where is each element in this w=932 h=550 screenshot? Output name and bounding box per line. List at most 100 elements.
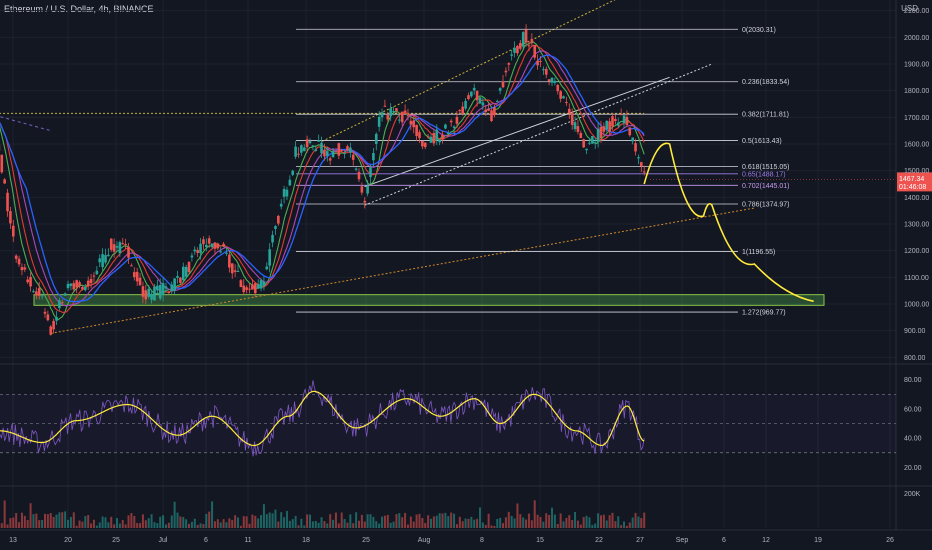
support-zone-box[interactable] xyxy=(33,294,825,306)
candle[interactable] xyxy=(542,69,545,71)
candle[interactable] xyxy=(98,258,102,263)
candle[interactable] xyxy=(233,270,237,272)
candle[interactable] xyxy=(138,277,142,286)
candle[interactable] xyxy=(150,293,153,300)
candle[interactable] xyxy=(398,119,401,121)
rising-support-line[interactable] xyxy=(50,207,755,334)
candle[interactable] xyxy=(52,320,55,330)
candle[interactable] xyxy=(202,239,205,245)
candle[interactable] xyxy=(170,284,174,292)
candle[interactable] xyxy=(507,63,511,65)
candle[interactable] xyxy=(519,42,522,49)
candle[interactable] xyxy=(513,47,516,53)
candle[interactable] xyxy=(268,249,271,266)
forecast-line[interactable] xyxy=(643,142,814,303)
candle[interactable] xyxy=(389,108,392,116)
candle[interactable] xyxy=(40,295,44,297)
candle[interactable] xyxy=(328,158,332,161)
candle[interactable] xyxy=(95,270,99,275)
candle[interactable] xyxy=(331,150,335,158)
candle[interactable] xyxy=(277,215,280,224)
candle[interactable] xyxy=(3,179,6,184)
candle[interactable] xyxy=(323,149,326,157)
candle[interactable] xyxy=(294,146,297,157)
candle[interactable] xyxy=(49,326,53,335)
candle[interactable] xyxy=(478,97,482,104)
candle[interactable] xyxy=(55,316,58,321)
candle[interactable] xyxy=(279,203,283,207)
candle[interactable] xyxy=(274,226,277,229)
candle[interactable] xyxy=(225,252,228,254)
candle[interactable] xyxy=(297,153,300,155)
candle[interactable] xyxy=(446,132,450,135)
candle[interactable] xyxy=(386,115,390,120)
candle[interactable] xyxy=(179,277,182,283)
candle[interactable] xyxy=(539,60,542,62)
candle[interactable] xyxy=(634,143,637,152)
candle[interactable] xyxy=(461,106,465,114)
candle[interactable] xyxy=(400,111,404,123)
candle[interactable] xyxy=(383,105,387,107)
candle[interactable] xyxy=(377,116,381,127)
candle[interactable] xyxy=(501,81,505,88)
candle[interactable] xyxy=(187,261,191,273)
candle[interactable] xyxy=(222,243,225,247)
candle[interactable] xyxy=(230,263,234,274)
candle[interactable] xyxy=(579,132,583,139)
candle[interactable] xyxy=(63,293,67,296)
candle[interactable] xyxy=(107,254,110,257)
candle[interactable] xyxy=(622,115,626,124)
candle[interactable] xyxy=(599,127,603,139)
candle[interactable] xyxy=(470,91,473,97)
candle[interactable] xyxy=(614,119,617,122)
candle[interactable] xyxy=(602,126,606,132)
candle[interactable] xyxy=(527,45,531,47)
candle[interactable] xyxy=(115,246,119,248)
candle[interactable] xyxy=(118,242,122,254)
candle[interactable] xyxy=(300,145,303,153)
candle[interactable] xyxy=(37,288,41,296)
candle[interactable] xyxy=(86,280,90,287)
candle[interactable] xyxy=(585,148,588,151)
candle[interactable] xyxy=(458,110,462,112)
candle[interactable] xyxy=(392,111,395,113)
candle[interactable] xyxy=(320,142,323,154)
candle[interactable] xyxy=(409,120,413,125)
candle[interactable] xyxy=(161,283,165,296)
candle[interactable] xyxy=(144,290,148,300)
candle[interactable] xyxy=(302,147,306,152)
candle[interactable] xyxy=(380,112,384,118)
candle[interactable] xyxy=(498,88,502,91)
candle[interactable] xyxy=(81,286,84,290)
candle[interactable] xyxy=(547,79,551,82)
candle[interactable] xyxy=(562,96,565,99)
candle[interactable] xyxy=(441,134,444,140)
candle[interactable] xyxy=(248,288,251,290)
candle[interactable] xyxy=(173,278,176,291)
candle[interactable] xyxy=(199,243,202,254)
candle[interactable] xyxy=(363,200,367,203)
candle[interactable] xyxy=(207,238,211,244)
candle[interactable] xyxy=(130,265,133,267)
candle[interactable] xyxy=(628,127,632,136)
candle[interactable] xyxy=(351,154,355,160)
candle[interactable] xyxy=(510,54,513,56)
candle[interactable] xyxy=(245,287,248,290)
candle[interactable] xyxy=(559,91,562,99)
candle[interactable] xyxy=(524,29,528,43)
candle[interactable] xyxy=(271,234,274,243)
candle[interactable] xyxy=(544,68,548,75)
candle[interactable] xyxy=(124,244,127,246)
candle[interactable] xyxy=(429,136,433,143)
candle[interactable] xyxy=(46,314,50,321)
candle[interactable] xyxy=(11,225,15,237)
candle[interactable] xyxy=(591,136,594,144)
candle[interactable] xyxy=(619,114,623,116)
candle[interactable] xyxy=(23,267,27,270)
candle[interactable] xyxy=(533,45,537,58)
candle[interactable] xyxy=(467,95,470,100)
candle[interactable] xyxy=(158,285,162,299)
candle[interactable] xyxy=(228,254,231,268)
candle[interactable] xyxy=(20,267,24,271)
candle[interactable] xyxy=(262,281,266,286)
